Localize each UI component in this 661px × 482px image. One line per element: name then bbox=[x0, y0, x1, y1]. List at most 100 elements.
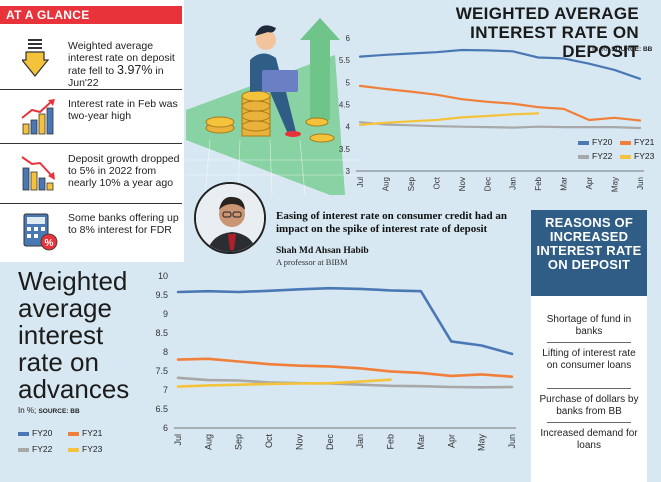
reasons-panel: REASONS OF INCREASED INTEREST RATE ON DE… bbox=[531, 210, 647, 482]
reason-item: Increased demand for loans bbox=[540, 428, 638, 451]
x-tick-label: Dec bbox=[483, 177, 492, 191]
legend-item-fy23: FY23 bbox=[68, 444, 102, 454]
x-tick-label: Aug bbox=[203, 434, 213, 450]
legend-item-fy20: FY20 bbox=[18, 428, 52, 438]
reason-divider bbox=[547, 422, 631, 423]
fact-item-fdr-offer: % Some banks offering up to 8% interest … bbox=[0, 204, 182, 262]
advances-chart-unit: In %; SOURCE: BB bbox=[18, 406, 80, 415]
legend-label: FY21 bbox=[634, 137, 655, 147]
quote-author-role: A professor at BIBM bbox=[276, 257, 348, 267]
legend-label: FY21 bbox=[82, 428, 103, 438]
legend-swatch bbox=[578, 140, 589, 145]
professor-photo bbox=[194, 182, 266, 254]
x-tick-label: Jan bbox=[355, 434, 365, 449]
advances-chart-title: Weighted average interest rate on advanc… bbox=[18, 266, 130, 404]
advances-chart-legend: FY20 FY21 FY22 FY23 bbox=[18, 428, 118, 458]
x-tick-label: May bbox=[477, 434, 487, 452]
legend-label: FY22 bbox=[592, 151, 613, 161]
legend-label: FY23 bbox=[634, 151, 655, 161]
reason-divider bbox=[547, 342, 631, 343]
banner-label: AT A GLANCE bbox=[6, 8, 90, 22]
legend-item-fy21: FY21 bbox=[620, 137, 654, 147]
legend-label: FY20 bbox=[32, 428, 53, 438]
fact-text: Interest rate in Feb was two-year high bbox=[68, 98, 178, 122]
y-tick-label: 7 bbox=[163, 385, 168, 395]
investor-illustration bbox=[205, 25, 335, 143]
x-tick-label: Nov bbox=[458, 177, 467, 191]
reasons-title: REASONS OF INCREASED INTEREST RATE ON DE… bbox=[531, 210, 647, 296]
y-tick-label: 8.5 bbox=[155, 328, 168, 338]
legend-item-fy23: FY23 bbox=[620, 151, 654, 161]
x-tick-label: Mar bbox=[560, 177, 569, 191]
falling-bar-chart-icon bbox=[21, 156, 55, 191]
x-tick-label: Jun bbox=[636, 177, 645, 190]
x-tick-label: Dec bbox=[325, 434, 335, 451]
bottom-panel-background bbox=[0, 262, 190, 482]
reason-item: Purchase of dollars by banks from BB bbox=[539, 394, 639, 417]
x-tick-label: Sep bbox=[234, 434, 244, 450]
y-tick-label: 5 bbox=[346, 78, 351, 87]
legend-swatch bbox=[18, 447, 29, 452]
at-a-glance-banner: AT A GLANCE bbox=[0, 6, 182, 24]
deposit-chart-unit: In %; SOURCE: BB bbox=[592, 44, 652, 53]
person-portrait-icon bbox=[196, 184, 264, 252]
x-tick-label: Jul bbox=[356, 177, 365, 187]
y-tick-label: 3 bbox=[346, 167, 351, 176]
deposit-chart-legend: FY20 FY21 FY22 FY23 bbox=[578, 137, 658, 167]
x-tick-label: Oct bbox=[432, 176, 441, 189]
series-line-fy20 bbox=[358, 48, 642, 80]
fact-item-deposit-rate: Weighted average interest rate on deposi… bbox=[0, 32, 182, 90]
y-tick-label: 5.5 bbox=[339, 56, 351, 65]
series-line-fy22 bbox=[176, 376, 514, 389]
calculator-percent-icon: % bbox=[23, 213, 58, 251]
quote-text: Easing of interest rate on consumer cred… bbox=[276, 210, 507, 235]
legend-swatch bbox=[620, 154, 631, 159]
fact-text: Deposit growth dropped to 5% in 2022 fro… bbox=[68, 153, 180, 189]
down-arrow-coins-icon bbox=[22, 39, 50, 77]
x-tick-label: Feb bbox=[534, 176, 543, 190]
svg-text:%: % bbox=[45, 238, 54, 249]
y-tick-label: 4.5 bbox=[339, 101, 351, 110]
x-tick-label: Apr bbox=[585, 177, 594, 190]
y-tick-label: 10 bbox=[158, 271, 168, 281]
y-tick-label: 9 bbox=[163, 309, 168, 319]
legend-label: FY20 bbox=[592, 137, 613, 147]
series-line-fy20 bbox=[176, 286, 514, 356]
y-tick-label: 7.5 bbox=[155, 366, 168, 376]
y-tick-label: 9.5 bbox=[155, 290, 168, 300]
fact-tail: in Jun'22 bbox=[68, 65, 164, 89]
rising-bar-chart-icon bbox=[21, 99, 55, 135]
deposit-chart-title: WEIGHTED AVERAGE INTEREST RATE ON DEPOSI… bbox=[455, 4, 639, 61]
quote-author-name: Shah Md Ahsan Habib bbox=[276, 246, 369, 256]
fact-text: Weighted average interest rate on deposi… bbox=[68, 40, 175, 77]
x-tick-label: Oct bbox=[264, 434, 274, 449]
deposit-source-label: SOURCE: BB bbox=[611, 46, 653, 53]
legend-label: FY22 bbox=[32, 444, 53, 454]
fact-item-deposit-growth: Deposit growth dropped to 5% in 2022 fro… bbox=[0, 144, 182, 204]
x-tick-label: Aug bbox=[381, 177, 390, 191]
series-line-fy21 bbox=[176, 357, 514, 379]
x-tick-label: Jun bbox=[507, 434, 517, 449]
x-tick-label: Sep bbox=[407, 176, 416, 191]
legend-item-fy22: FY22 bbox=[578, 151, 612, 161]
advances-unit-label: In %; bbox=[18, 406, 37, 415]
series-line-fy23 bbox=[358, 112, 540, 127]
series-line-fy23 bbox=[176, 378, 392, 388]
legend-item-fy20: FY20 bbox=[578, 137, 612, 147]
legend-swatch bbox=[18, 431, 29, 436]
fact-text: Some banks offering up to 8% interest fo… bbox=[68, 212, 179, 236]
series-line-fy22 bbox=[358, 121, 642, 130]
green-up-arrow-icon bbox=[300, 18, 340, 120]
legend-item-fy21: FY21 bbox=[68, 428, 102, 438]
legend-swatch bbox=[578, 154, 589, 159]
legend-swatch bbox=[620, 140, 631, 145]
reason-divider bbox=[547, 388, 631, 389]
y-tick-label: 6 bbox=[163, 423, 168, 433]
legend-swatch bbox=[68, 431, 79, 436]
x-tick-label: May bbox=[611, 177, 620, 192]
legend-label: FY23 bbox=[82, 444, 103, 454]
x-tick-label: Feb bbox=[386, 434, 396, 450]
reason-item: Shortage of fund in banks bbox=[546, 314, 632, 337]
fact-item-feb-high: Interest rate in Feb was two-year high bbox=[0, 90, 182, 144]
